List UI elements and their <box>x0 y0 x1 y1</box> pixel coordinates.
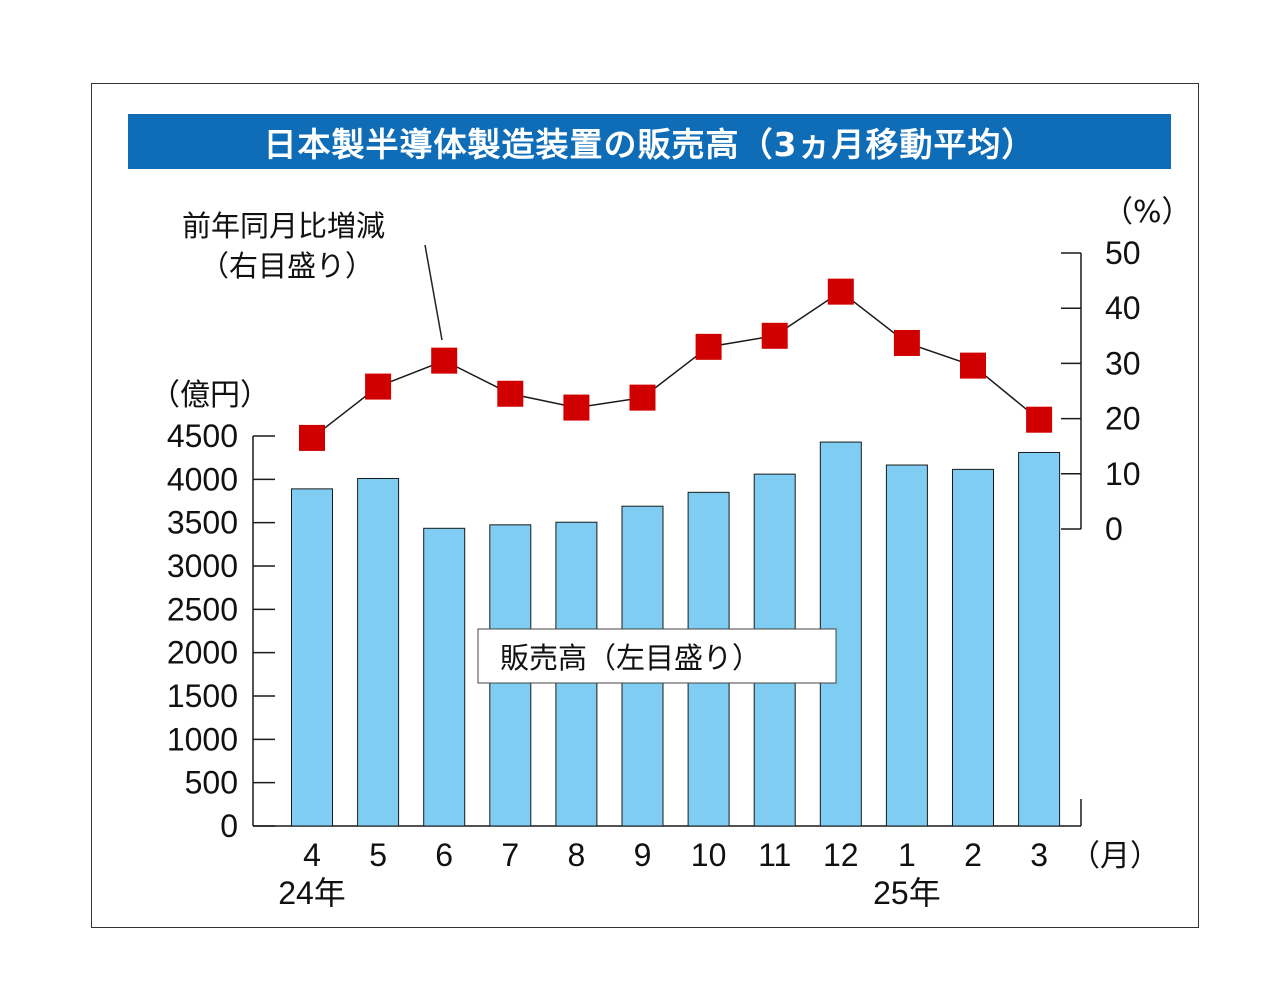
line-marker <box>960 352 986 379</box>
left-tick-label: 500 <box>185 765 238 801</box>
left-tick-label: 2000 <box>167 635 238 671</box>
x-tick-label: 7 <box>501 837 519 873</box>
right-tick-label: 50 <box>1105 235 1141 271</box>
chart-frame <box>91 83 1199 928</box>
line-series <box>299 278 1053 451</box>
bar-series-label-box <box>477 628 837 684</box>
left-tick-label: 3000 <box>167 548 238 584</box>
bar <box>1018 451 1061 827</box>
right-tick-label: 20 <box>1105 401 1141 437</box>
line-marker <box>629 384 656 411</box>
line-marker <box>827 278 854 305</box>
x-tick-label: 9 <box>634 837 652 873</box>
left-tick-label: 3500 <box>167 505 238 541</box>
line-marker <box>299 424 325 451</box>
x-tick-label: 6 <box>435 837 453 873</box>
left-tick-label: 4500 <box>167 418 238 454</box>
right-tick-label: 30 <box>1105 345 1141 381</box>
line-series-path <box>311 290 1040 439</box>
line-marker <box>893 329 920 356</box>
line-marker <box>1026 406 1053 433</box>
right-tick-label: 10 <box>1105 456 1141 492</box>
x-tick-label: 3 <box>1030 837 1048 873</box>
x-tick-label: 1 <box>898 837 916 873</box>
year-label: 24年 <box>278 875 346 911</box>
line-marker <box>563 394 590 421</box>
x-tick-label: 12 <box>823 837 859 873</box>
left-tick-label: 1500 <box>167 678 238 714</box>
x-tick-label: 5 <box>369 837 387 873</box>
x-tick-label: 4 <box>303 837 321 873</box>
labels: 0 500 1000 1500 2000 2500 3000 3500 4000 4500 0 10 2… <box>167 235 1141 911</box>
line-marker <box>431 347 458 374</box>
left-tick-label: 1000 <box>167 721 238 757</box>
left-tick-label: 4000 <box>167 461 238 497</box>
x-tick-label: 10 <box>691 837 727 873</box>
year-label: 25年 <box>873 875 941 911</box>
x-tick-label: 8 <box>568 837 586 873</box>
x-axis-unit: （月） <box>1070 839 1160 874</box>
line-series-label-scale: （右目盛り） <box>200 249 374 283</box>
line-series-label: 前年同月比増減 <box>182 209 385 243</box>
line-marker <box>761 322 788 349</box>
x-tick-label: 11 <box>758 837 791 873</box>
chart-title: 日本製半導体製造装置の販売高（3ヵ月移動平均） <box>128 114 1171 169</box>
bar <box>357 477 400 827</box>
left-axis-unit: （億円） <box>150 378 270 413</box>
bar <box>885 464 928 827</box>
left-tick-label: 2500 <box>167 591 238 627</box>
right-axis-unit: （%） <box>1103 195 1192 230</box>
line-marker <box>365 373 392 400</box>
bar-series-label: 販売高（左目盛り） <box>500 641 761 675</box>
right-tick-label: 40 <box>1105 290 1141 326</box>
bar <box>423 527 466 827</box>
bar <box>952 468 994 827</box>
line-series-leader <box>424 244 443 341</box>
x-tick-label: 2 <box>964 837 982 873</box>
left-tick-label: 0 <box>220 808 238 844</box>
line-marker <box>497 380 524 407</box>
bar <box>291 488 333 827</box>
right-tick-label: 0 <box>1105 511 1123 547</box>
line-marker <box>695 333 722 360</box>
